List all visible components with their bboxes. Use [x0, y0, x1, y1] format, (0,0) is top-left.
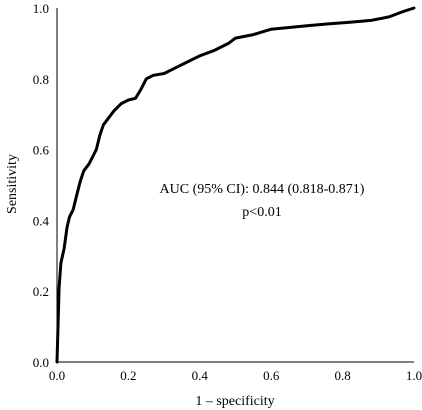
axes [56, 8, 414, 363]
y-tick-label: 0.8 [33, 72, 49, 87]
y-tick-label: 0.6 [33, 143, 50, 158]
y-tick-label: 0.0 [33, 355, 49, 370]
x-tick-label: 0.2 [120, 368, 136, 383]
y-tick-labels: 0.0 0.2 0.4 0.6 0.8 1.0 [33, 1, 50, 370]
x-axis-title: 1 – specificity [195, 394, 274, 409]
x-tick-labels: 0.0 0.2 0.4 0.6 0.8 1.0 [49, 368, 422, 383]
y-tick-label: 1.0 [33, 1, 49, 16]
auc-annotation: AUC (95% CI): 0.844 (0.818-0.871) [160, 182, 365, 197]
x-tick-label: 0.6 [263, 368, 280, 383]
x-tick-label: 0.0 [49, 368, 65, 383]
x-tick-label: 1.0 [406, 368, 422, 383]
roc-curve [55, 6, 416, 364]
x-tick-label: 0.8 [334, 368, 350, 383]
y-axis-title: Sensitivity [5, 154, 20, 214]
y-tick-label: 0.4 [33, 213, 50, 228]
y-tick-label: 0.2 [33, 284, 49, 299]
p-value-annotation: p<0.01 [242, 205, 281, 220]
x-tick-label: 0.4 [192, 368, 209, 383]
